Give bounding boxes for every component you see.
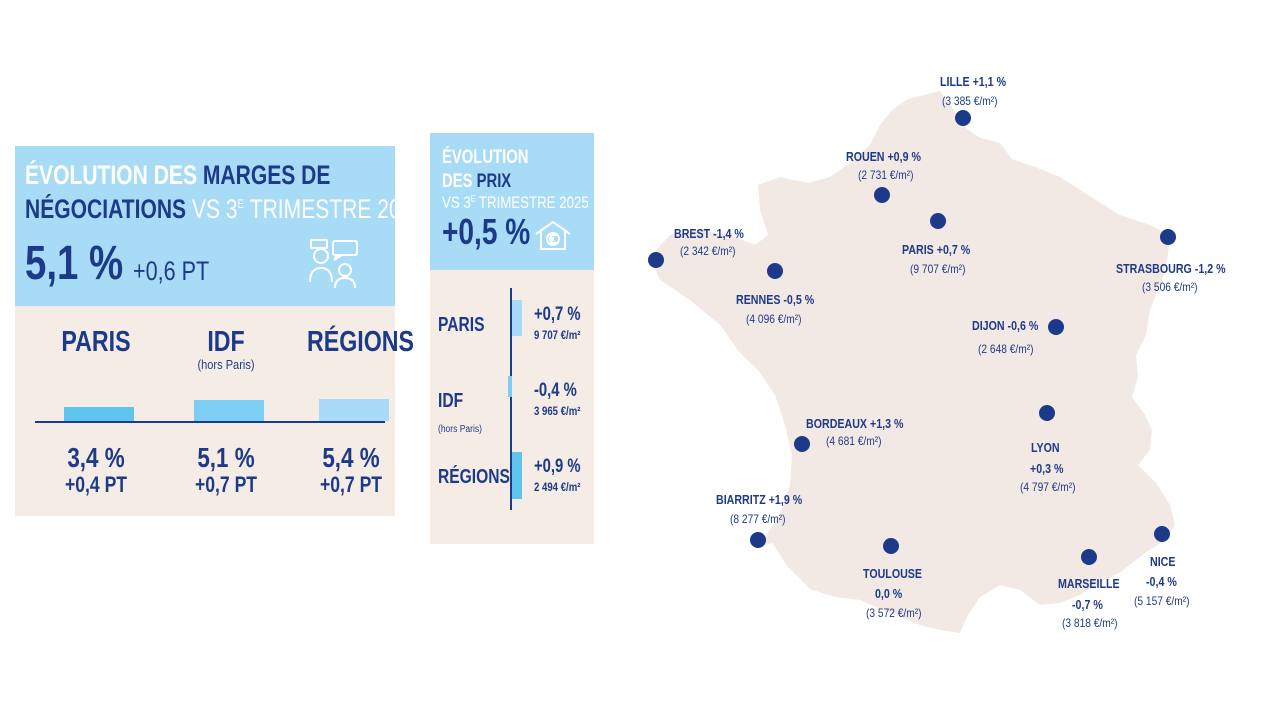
city-price: (8 277 €/m²) xyxy=(730,512,786,526)
city-name: TOULOUSE xyxy=(863,566,923,581)
city-change: -0,7 % xyxy=(1072,597,1103,612)
margins-body: PARIS 3,4 % +0,4 PT IDF (hors Paris) 5,1 % +0,… xyxy=(15,306,414,516)
city-price: (5 157 €/m²) xyxy=(1134,594,1190,608)
price-row-bar xyxy=(512,452,522,499)
city-dot xyxy=(1048,319,1064,335)
city-name: ROUEN +0,9 % xyxy=(846,149,921,164)
margins-column-label: IDF xyxy=(207,326,245,358)
margins-bar-idf xyxy=(194,400,264,421)
margins-column-value: 3,4 % xyxy=(67,442,125,473)
price-row-change: -0,4 % xyxy=(534,380,577,401)
france-map xyxy=(650,91,1175,633)
price-row-change: +0,7 % xyxy=(534,304,581,325)
city-price: (4 797 €/m²) xyxy=(1020,480,1076,494)
price-row-bar xyxy=(508,376,512,397)
margins-column-sub: (hors Paris) xyxy=(197,357,255,372)
city-price: (9 707 €/m²) xyxy=(910,262,966,276)
city-dot xyxy=(1081,549,1097,565)
price-row-price: 3 965 €/m² xyxy=(534,404,581,418)
city-dot xyxy=(1160,229,1176,245)
margins-column-paris: PARIS xyxy=(41,326,151,358)
prices-title-line1: ÉVOLUTION xyxy=(442,147,529,168)
margins-main-delta: +0,6 PT xyxy=(133,256,210,286)
city-name: STRASBOURG -1,2 % xyxy=(1116,261,1226,276)
price-row-label: RÉGIONS xyxy=(438,466,510,488)
margins-column-label: PARIS xyxy=(61,326,131,358)
city-price: (3 506 €/m²) xyxy=(1142,280,1198,294)
city-price: (4 681 €/m²) xyxy=(826,434,882,448)
city-name: LILLE +1,1 % xyxy=(940,74,1007,89)
city-dot xyxy=(750,532,766,548)
margins-column-values: 3,4 % +0,4 PT xyxy=(41,442,151,498)
city-dot xyxy=(1039,405,1055,421)
margins-column-values: 5,1 % +0,7 PT xyxy=(171,442,281,498)
margins-column-value: 5,4 % xyxy=(322,442,380,473)
margins-title-line2: NÉGOCIATIONS VS 3E TRIMESTRE 2025 xyxy=(25,194,425,224)
city-name: DIJON -0,6 % xyxy=(972,318,1039,333)
price-row-change: +0,9 % xyxy=(534,456,581,477)
city-price: (4 096 €/m²) xyxy=(746,312,802,326)
city-price: (3 818 €/m²) xyxy=(1062,616,1118,630)
margins-column-idf: IDF (hors Paris) xyxy=(171,326,281,372)
city-price: (3 572 €/m²) xyxy=(866,606,922,620)
margins-column-régions: RÉGIONS xyxy=(296,326,414,358)
city-price: (2 648 €/m²) xyxy=(978,342,1034,356)
city-dot xyxy=(1154,526,1170,542)
price-row-label: PARIS xyxy=(438,314,485,336)
city-change: 0,0 % xyxy=(875,586,903,601)
price-row-price: 2 494 €/m² xyxy=(534,480,581,494)
city-dot xyxy=(930,213,946,229)
city-price: (2 731 €/m²) xyxy=(858,168,914,182)
city-dot xyxy=(648,252,664,268)
price-row-bar xyxy=(512,300,522,336)
margins-header: ÉVOLUTION DES MARGES DE NÉGOCIATIONS VS … xyxy=(15,146,424,306)
margins-main-value: 5,1 % xyxy=(25,237,124,290)
city-price: (2 342 €/m²) xyxy=(680,244,736,258)
city-dot xyxy=(955,110,971,126)
city-dot xyxy=(874,187,890,203)
prices-title-line2: DES PRIX xyxy=(442,171,512,192)
france-shape xyxy=(650,91,1175,633)
margins-bar-régions xyxy=(319,399,389,421)
margins-column-label: RÉGIONS xyxy=(307,326,414,358)
city-name: BREST -1,4 % xyxy=(674,226,744,241)
city-change: +0,3 % xyxy=(1030,461,1064,476)
city-price: (3 385 €/m²) xyxy=(942,94,998,108)
city-name: LYON xyxy=(1031,440,1060,455)
people-talking-icon xyxy=(309,239,358,289)
prices-axis-line xyxy=(510,288,512,510)
city-name: BORDEAUX +1,3 % xyxy=(806,416,904,431)
margins-column-delta: +0,7 PT xyxy=(319,472,383,497)
prices-main-value: +0,5 % xyxy=(442,211,531,252)
city-change: -0,4 % xyxy=(1146,574,1177,589)
prices-header: ÉVOLUTION DES PRIX VS 3E TRIMESTRE 2025 … xyxy=(430,133,594,270)
city-dot xyxy=(767,263,783,279)
city-name: NICE xyxy=(1150,554,1176,569)
prices-title-line3: VS 3E TRIMESTRE 2025 xyxy=(442,193,589,212)
margins-column-delta: +0,7 PT xyxy=(194,472,258,497)
city-name: MARSEILLE xyxy=(1058,576,1120,591)
price-row-price: 9 707 €/m² xyxy=(534,328,581,342)
city-name: PARIS +0,7 % xyxy=(902,242,971,257)
house-euro-icon xyxy=(535,220,571,250)
city-dot xyxy=(883,538,899,554)
prices-body: PARIS +0,7 % 9 707 €/m² IDF (hors Paris) -0,4… xyxy=(430,270,594,544)
margins-column-values: 5,4 % +0,7 PT xyxy=(296,442,406,498)
margins-title-line1: ÉVOLUTION DES MARGES DE xyxy=(25,160,331,190)
margins-bar-paris xyxy=(64,407,134,421)
bars-baseline xyxy=(35,421,385,423)
city-name: RENNES -0,5 % xyxy=(736,292,815,307)
city-name: BIARRITZ +1,9 % xyxy=(716,492,803,507)
margins-column-delta: +0,4 PT xyxy=(64,472,128,497)
city-dot xyxy=(794,436,810,452)
margins-column-value: 5,1 % xyxy=(197,442,255,473)
price-row-sub: (hors Paris) xyxy=(438,424,482,435)
price-row-label: IDF xyxy=(438,390,464,412)
